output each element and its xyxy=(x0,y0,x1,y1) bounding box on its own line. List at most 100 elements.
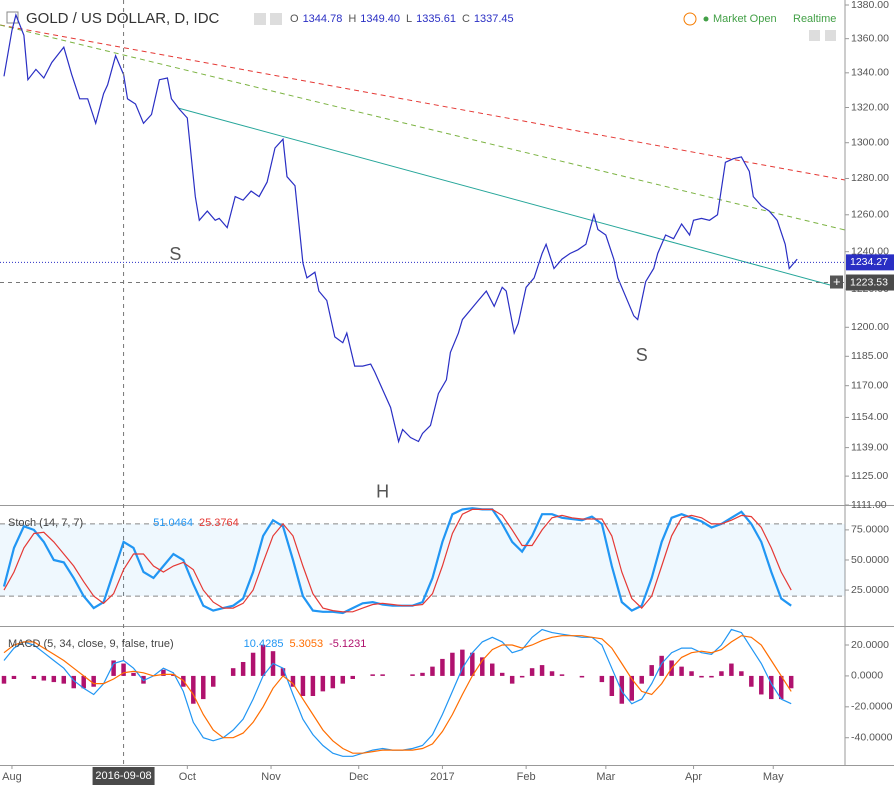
histogram-bar xyxy=(420,672,425,676)
icon[interactable] xyxy=(809,30,820,41)
icon[interactable] xyxy=(825,30,836,41)
histogram-bar xyxy=(121,663,126,676)
histogram-bar xyxy=(699,675,704,678)
histogram-bar xyxy=(260,645,266,676)
histogram-bar xyxy=(171,674,176,676)
icon[interactable] xyxy=(270,13,282,25)
histogram-bar xyxy=(529,668,535,676)
ohlc-key: L xyxy=(406,13,412,25)
histogram-bar xyxy=(290,675,296,687)
histogram-bar xyxy=(280,668,286,676)
y-tick-label: 1360.00 xyxy=(851,32,889,44)
histogram-bar xyxy=(330,675,336,689)
y-tick-label: 1125.00 xyxy=(851,470,888,482)
histogram-bar xyxy=(788,675,794,689)
legend-value: 51.0464 xyxy=(153,517,193,529)
axes xyxy=(0,0,894,766)
histogram-bar xyxy=(230,668,236,676)
histogram-bar xyxy=(470,652,475,676)
x-tick-label: 2017 xyxy=(430,771,454,783)
histogram-bar xyxy=(609,675,615,696)
histogram-bar xyxy=(519,675,525,678)
y-tick-label: 1300.00 xyxy=(851,136,889,148)
trend-lines xyxy=(0,24,846,286)
y-tick-label: 50.0000 xyxy=(851,554,889,566)
histogram-bar xyxy=(300,675,306,696)
histogram-bar xyxy=(81,675,86,689)
x-tick-label: Dec xyxy=(349,771,369,783)
market-status: Market Open xyxy=(713,13,777,25)
y-tick-label: 1154.00 xyxy=(851,411,888,423)
indicator-title: MACD (5, 34, close, 9, false, true) xyxy=(8,638,174,650)
indicator-title: Stoch (14, 7, 7) xyxy=(8,517,83,529)
y-tick-label: 1320.00 xyxy=(851,101,889,113)
histogram-bar xyxy=(460,649,465,676)
status-dot xyxy=(703,16,709,22)
histogram-bar xyxy=(539,665,545,676)
histogram-bar xyxy=(41,675,47,681)
histogram-bar xyxy=(320,675,326,692)
histogram-bar xyxy=(749,675,754,687)
crosshair-plus xyxy=(830,275,843,289)
x-tick-label: May xyxy=(763,771,784,783)
histogram-bar xyxy=(310,675,316,696)
histogram-bar xyxy=(31,675,37,679)
histogram-bar xyxy=(559,674,565,676)
realtime: Realtime xyxy=(793,13,836,25)
pattern-label: S xyxy=(169,244,181,264)
histogram-bar xyxy=(191,675,196,704)
series-line xyxy=(3,635,792,754)
histogram-bar xyxy=(499,672,505,676)
histogram-bar xyxy=(679,666,684,676)
x-tick-label: Mar xyxy=(596,771,615,783)
histogram-bar xyxy=(111,660,116,676)
histogram-bar xyxy=(629,675,634,701)
channel-line xyxy=(0,24,846,231)
icon[interactable] xyxy=(254,13,266,25)
histogram-bar xyxy=(579,675,585,678)
histogram-bar xyxy=(689,671,694,676)
y-tick-label: 1380.00 xyxy=(851,0,889,11)
histogram-bar xyxy=(161,669,166,676)
histogram-bar xyxy=(430,666,435,676)
y-tick-label: 1280.00 xyxy=(851,172,889,184)
x-tick-label: Oct xyxy=(179,771,196,783)
legend-value: 25.3764 xyxy=(199,517,239,529)
histogram-bar xyxy=(1,675,7,684)
pattern-label: H xyxy=(376,481,389,501)
x-tick-label: Aug xyxy=(2,771,22,783)
histogram-bar xyxy=(250,652,256,676)
crosshair-date-box xyxy=(92,767,155,785)
y-tick-label: 1111.00 xyxy=(851,499,887,511)
ohlc-value: 1337.45 xyxy=(474,13,514,25)
y-tick-label: 1139.00 xyxy=(851,441,888,453)
histogram-bar xyxy=(549,671,555,676)
series-line xyxy=(3,13,798,444)
y-tick-label: 0.0000 xyxy=(851,670,883,682)
warning-icon[interactable] xyxy=(683,12,697,26)
histogram-bar xyxy=(599,675,605,683)
y-tick-label: -20.0000 xyxy=(851,701,893,713)
crosshair-date: 2016-09-08 xyxy=(95,770,151,782)
histogram-bar xyxy=(649,665,654,676)
ohlc-value: 1344.78 xyxy=(303,13,343,25)
resistance-line xyxy=(0,24,846,181)
histogram-bar xyxy=(440,658,445,676)
histogram-bar xyxy=(709,675,714,678)
histogram-bar xyxy=(350,675,355,679)
histogram-bar xyxy=(240,662,246,676)
neckline xyxy=(177,107,831,286)
histogram-bar xyxy=(201,675,206,700)
collapse-icon[interactable] xyxy=(6,11,19,24)
crosshair-price-box xyxy=(846,274,894,291)
band-fill xyxy=(0,523,845,597)
y-tick-label: 25.0000 xyxy=(851,584,889,596)
histogram-bar xyxy=(131,672,136,676)
x-tick-label: Apr xyxy=(685,771,702,783)
histogram-bar xyxy=(11,675,17,679)
y-tick-label: 20.0000 xyxy=(851,639,889,651)
histogram-bar xyxy=(619,675,625,704)
crosshair-price: 1223.53 xyxy=(850,276,888,288)
series-line xyxy=(3,508,792,613)
